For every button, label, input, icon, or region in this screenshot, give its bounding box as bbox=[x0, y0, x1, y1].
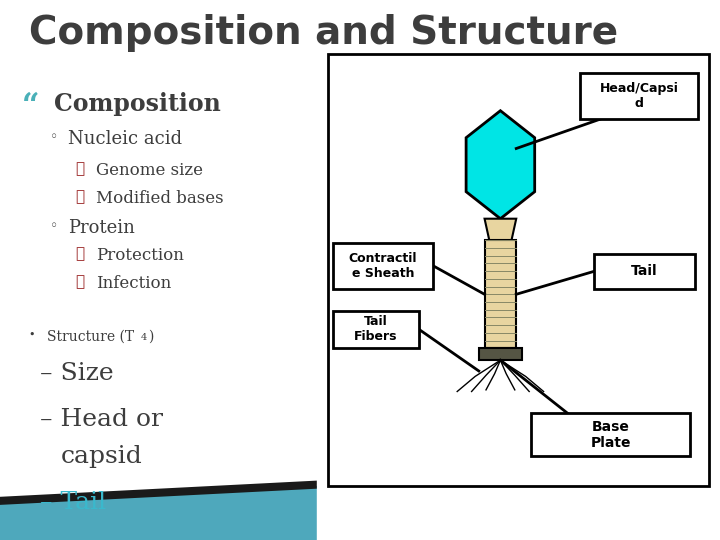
Text: Head/Capsi
d: Head/Capsi d bbox=[600, 82, 678, 110]
Text: ❧: ❧ bbox=[76, 190, 85, 204]
Polygon shape bbox=[466, 111, 535, 219]
Text: Modified bases: Modified bases bbox=[96, 190, 223, 207]
Text: Structure (T: Structure (T bbox=[47, 329, 134, 343]
Text: Protection: Protection bbox=[96, 247, 184, 264]
Polygon shape bbox=[485, 219, 516, 240]
Bar bbox=[333, 310, 419, 348]
Text: capsid: capsid bbox=[61, 446, 143, 469]
Text: – Head or: – Head or bbox=[40, 408, 163, 431]
Text: – Tail: – Tail bbox=[40, 491, 106, 515]
Text: •: • bbox=[29, 329, 35, 340]
Text: ❧: ❧ bbox=[76, 162, 85, 176]
Text: Tail
Fibers: Tail Fibers bbox=[354, 315, 397, 343]
Text: Contractil
e Sheath: Contractil e Sheath bbox=[348, 252, 418, 280]
Text: “: “ bbox=[22, 92, 39, 123]
Text: Base
Plate: Base Plate bbox=[590, 420, 631, 450]
Text: ◦: ◦ bbox=[50, 130, 58, 144]
Bar bbox=[531, 413, 690, 456]
Bar bbox=[479, 348, 522, 360]
Bar bbox=[594, 254, 695, 289]
Bar bbox=[485, 240, 516, 348]
Text: – Size: – Size bbox=[40, 362, 113, 385]
Text: ❧: ❧ bbox=[76, 247, 85, 261]
Text: ◦: ◦ bbox=[50, 219, 58, 233]
Polygon shape bbox=[0, 481, 317, 505]
Text: Protein: Protein bbox=[68, 219, 135, 237]
Bar bbox=[580, 73, 698, 119]
Bar bbox=[328, 54, 709, 486]
Text: ): ) bbox=[148, 329, 153, 343]
Text: Composition and Structure: Composition and Structure bbox=[29, 14, 618, 51]
Bar bbox=[333, 243, 433, 289]
Polygon shape bbox=[0, 486, 317, 540]
Text: 4: 4 bbox=[140, 333, 147, 342]
Text: ❧: ❧ bbox=[76, 275, 85, 289]
Text: Genome size: Genome size bbox=[96, 162, 203, 179]
Text: Nucleic acid: Nucleic acid bbox=[68, 130, 183, 147]
Text: Composition: Composition bbox=[54, 92, 221, 116]
Text: Infection: Infection bbox=[96, 275, 171, 292]
Text: Tail: Tail bbox=[631, 265, 657, 278]
